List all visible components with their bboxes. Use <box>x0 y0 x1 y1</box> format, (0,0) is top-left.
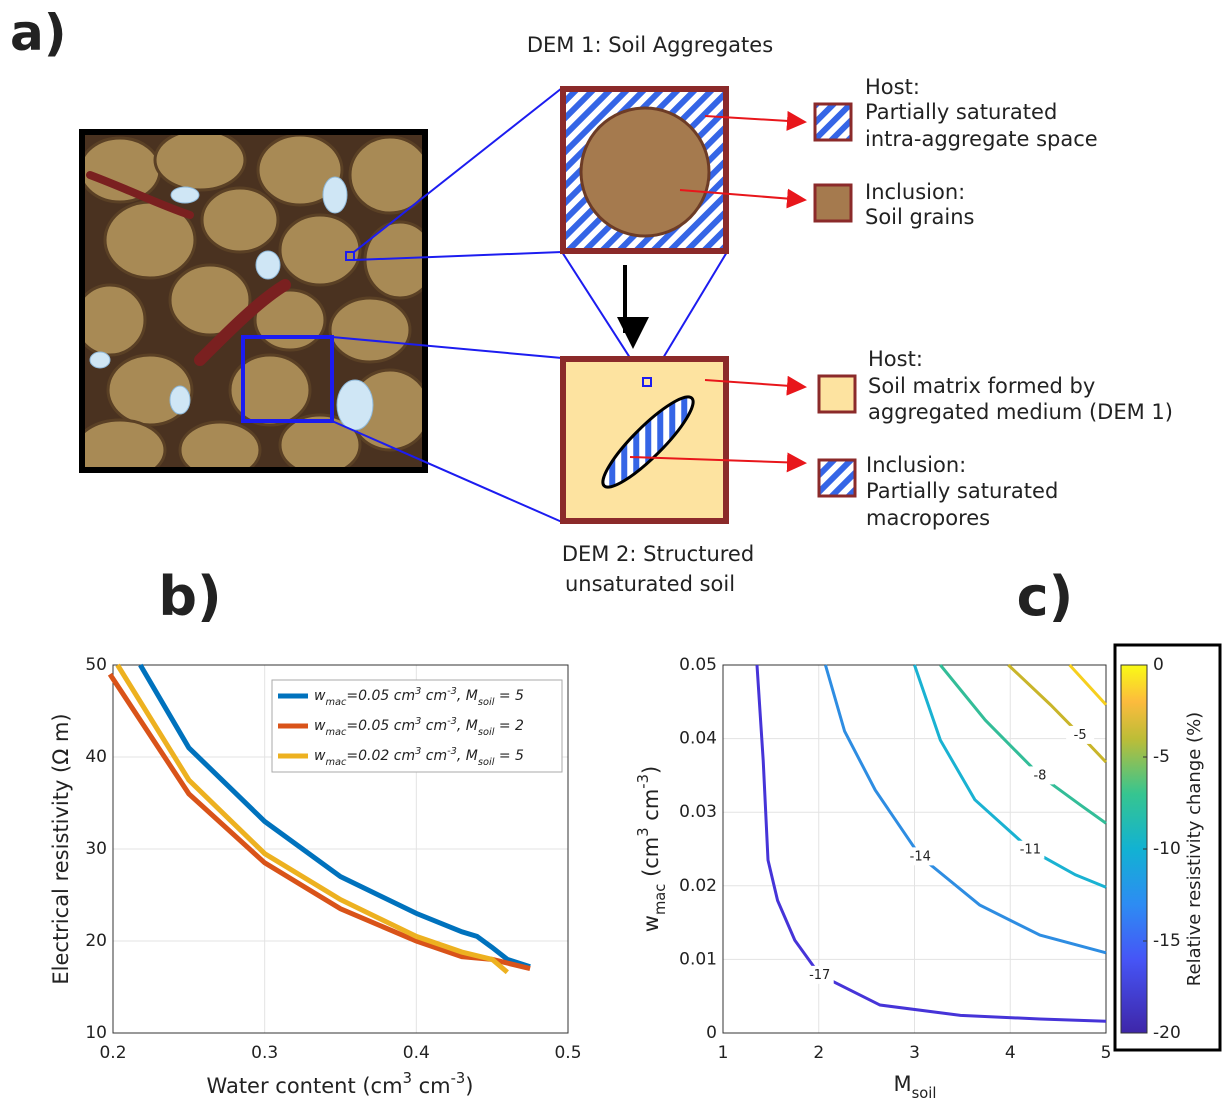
legend-heading: Inclusion: <box>865 180 965 204</box>
x-tick-label: 2 <box>813 1043 824 1063</box>
legend-text: intra-aggregate space <box>865 127 1098 151</box>
y-tick-label: 40 <box>85 747 107 767</box>
panel-label: c) <box>1017 565 1074 628</box>
legend-text: macropores <box>866 506 990 530</box>
series-line <box>138 663 531 970</box>
y-tick-label: 30 <box>85 839 107 859</box>
plot-frame <box>112 664 569 1034</box>
colorbar-label: Relative resistivity change (%) <box>1184 712 1205 986</box>
x-tick-label: 4 <box>1005 1043 1016 1063</box>
y-tick-label: 50 <box>85 655 107 675</box>
legend-label: wmac=0.05 cm3 cm-3, Msoil = 5 <box>314 686 524 708</box>
legend-heading: Host: <box>865 75 920 99</box>
y-tick-label: 0 <box>706 1023 717 1043</box>
legend-text: Partially saturated <box>865 100 1057 124</box>
label-gap <box>906 847 935 866</box>
x-axis-label: Msoil <box>894 1072 937 1102</box>
y-tick-label: 0.03 <box>679 802 717 822</box>
dem2-title: DEM 2: Structured <box>562 542 754 566</box>
zoom-box <box>642 377 652 387</box>
legend-icon <box>817 458 857 498</box>
colorbar-tick-label: -10 <box>1153 839 1181 859</box>
x-tick-label: 0.4 <box>403 1043 430 1063</box>
soil-photo <box>84 134 423 468</box>
y-axis-label: wmac (cm3 cm-3) <box>635 766 669 932</box>
legend-box <box>271 679 563 773</box>
label-gap <box>1025 766 1054 785</box>
contour-label: -17 <box>809 967 830 982</box>
y-tick-label: 10 <box>85 1023 107 1043</box>
contour-label: -14 <box>910 849 931 864</box>
contour-line <box>755 664 1107 1023</box>
contour-line <box>824 664 1107 955</box>
legend-icon <box>813 183 853 223</box>
panel-label: b) <box>158 565 221 628</box>
legend-icon <box>813 102 853 142</box>
x-tick-label: 5 <box>1101 1043 1112 1063</box>
dem1-title: DEM 1: Soil Aggregates <box>527 33 773 57</box>
contour-line <box>913 664 1107 889</box>
legend-text: aggregated medium (DEM 1) <box>868 400 1173 424</box>
legend-text: Soil grains <box>865 205 974 229</box>
legend-label: wmac=0.05 cm3 cm-3, Msoil = 2 <box>314 716 524 738</box>
y-tick-label: 0.04 <box>679 729 717 749</box>
x-tick-label: 1 <box>718 1043 729 1063</box>
legend-text: Partially saturated <box>866 479 1058 503</box>
label-gap <box>1066 725 1095 744</box>
x-tick-label: 0.3 <box>251 1043 278 1063</box>
y-tick-label: 20 <box>85 931 107 951</box>
colorbar-tick-label: 0 <box>1153 655 1164 675</box>
contour-label: -11 <box>1020 842 1041 857</box>
contour-label: -5 <box>1074 727 1087 742</box>
contour-line <box>1007 663 1108 764</box>
photo-frame <box>79 129 428 473</box>
legend-label: wmac=0.02 cm3 cm-3, Msoil = 5 <box>314 746 524 768</box>
legend-icon <box>817 374 857 414</box>
dem2-title: unsaturated soil <box>565 572 735 596</box>
legend-heading: Host: <box>868 347 923 371</box>
legend-text: Soil matrix formed by <box>868 374 1095 398</box>
series-line <box>115 663 509 975</box>
y-axis-label: Electrical resistivity (Ω m) <box>49 713 73 984</box>
colorbar-tick-label: -5 <box>1153 747 1170 767</box>
legend-arrows <box>629 110 807 473</box>
y-tick-label: 0.01 <box>679 949 717 969</box>
x-tick-label: 3 <box>909 1043 920 1063</box>
colorbar-tick-label: -15 <box>1153 931 1181 951</box>
x-tick-label: 0.5 <box>554 1043 581 1063</box>
colorbar <box>1120 664 1148 1034</box>
x-axis-label: Water content (cm3 cm-3) <box>207 1070 474 1099</box>
label-gap <box>805 965 834 984</box>
colorbar-tick-label: -20 <box>1153 1023 1181 1043</box>
macropore <box>601 395 695 489</box>
legend-heading: Inclusion: <box>866 453 966 477</box>
contour-line <box>1068 663 1108 706</box>
x-tick-label: 0.2 <box>99 1043 126 1063</box>
contour-line <box>939 664 1107 825</box>
y-tick-label: 0.05 <box>679 655 717 675</box>
y-tick-label: 0.02 <box>679 876 717 896</box>
soil-grain <box>579 106 711 238</box>
zoom-lines <box>241 87 728 523</box>
label-gap <box>1016 840 1045 859</box>
panel-label: a) <box>10 4 67 62</box>
contour-label: -8 <box>1033 768 1046 783</box>
